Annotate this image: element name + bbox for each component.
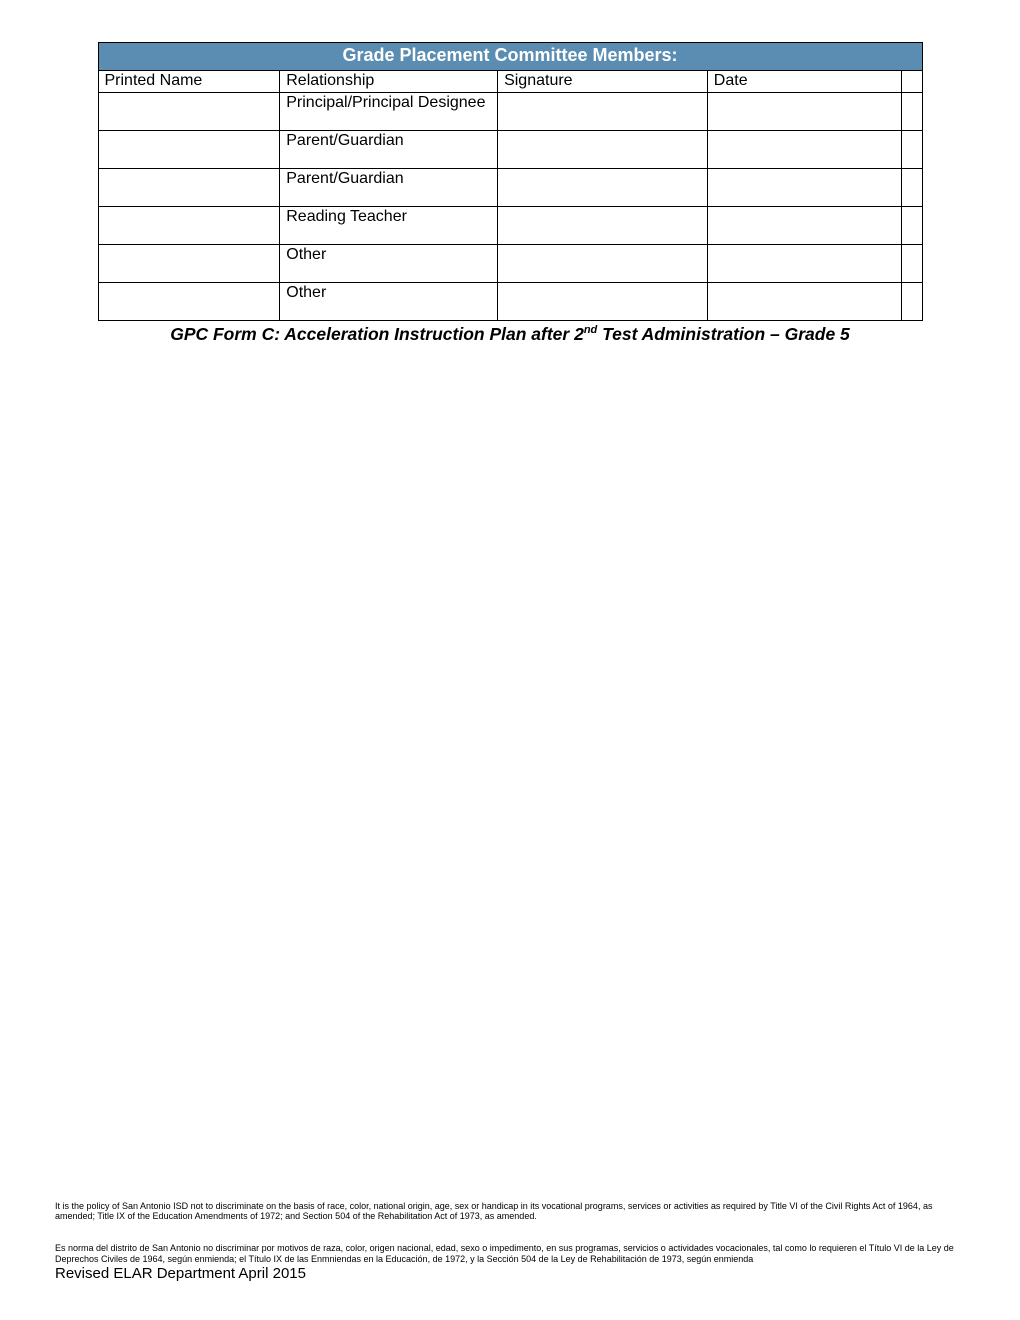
form-title-prefix: GPC Form C: Acceleration Instruction Pla… [170, 324, 584, 344]
form-title: GPC Form C: Acceleration Instruction Pla… [98, 324, 923, 345]
cell-relationship: Reading Teacher [280, 207, 498, 245]
form-title-suffix: Test Administration – Grade 5 [597, 324, 850, 344]
cell-printed-name [98, 283, 280, 321]
cell-printed-name [98, 207, 280, 245]
revised-line: Revised ELAR Department April 2015 [55, 1265, 965, 1282]
table-row: Reading Teacher [98, 207, 922, 245]
cell-extra [902, 93, 922, 131]
cell-printed-name [98, 169, 280, 207]
cell-date [707, 283, 902, 321]
table-header-row: Printed Name Relationship Signature Date [98, 71, 922, 93]
policy-spanish: Es norma del distrito de San Antonio no … [55, 1243, 965, 1264]
cell-signature [498, 207, 708, 245]
page-footer: It is the policy of San Antonio ISD not … [55, 1201, 965, 1282]
cell-signature [498, 169, 708, 207]
cell-extra [902, 245, 922, 283]
cell-printed-name [98, 131, 280, 169]
table-row: Principal/Principal Designee [98, 93, 922, 131]
cell-extra [902, 169, 922, 207]
cell-relationship: Principal/Principal Designee [280, 93, 498, 131]
cell-date [707, 131, 902, 169]
cell-date [707, 169, 902, 207]
col-extra [902, 71, 922, 93]
cell-printed-name [98, 93, 280, 131]
cell-date [707, 93, 902, 131]
cell-date [707, 207, 902, 245]
cell-extra [902, 131, 922, 169]
form-title-ordinal: nd [584, 324, 597, 336]
committee-members-table: Grade Placement Committee Members: Print… [98, 42, 923, 321]
cell-signature [498, 131, 708, 169]
table-row: Parent/Guardian [98, 169, 922, 207]
cell-printed-name [98, 245, 280, 283]
table-row: Other [98, 245, 922, 283]
cell-date [707, 245, 902, 283]
cell-extra [902, 283, 922, 321]
cell-relationship: Other [280, 245, 498, 283]
cell-relationship: Other [280, 283, 498, 321]
table-row: Parent/Guardian [98, 131, 922, 169]
cell-relationship: Parent/Guardian [280, 169, 498, 207]
cell-extra [902, 207, 922, 245]
cell-signature [498, 283, 708, 321]
col-date: Date [707, 71, 902, 93]
document-page: Grade Placement Committee Members: Print… [0, 0, 1020, 1320]
cell-signature [498, 93, 708, 131]
col-relationship: Relationship [280, 71, 498, 93]
table-title: Grade Placement Committee Members: [98, 43, 922, 71]
policy-english: It is the policy of San Antonio ISD not … [55, 1201, 965, 1222]
cell-signature [498, 245, 708, 283]
cell-relationship: Parent/Guardian [280, 131, 498, 169]
table-row: Other [98, 283, 922, 321]
col-printed-name: Printed Name [98, 71, 280, 93]
col-signature: Signature [498, 71, 708, 93]
